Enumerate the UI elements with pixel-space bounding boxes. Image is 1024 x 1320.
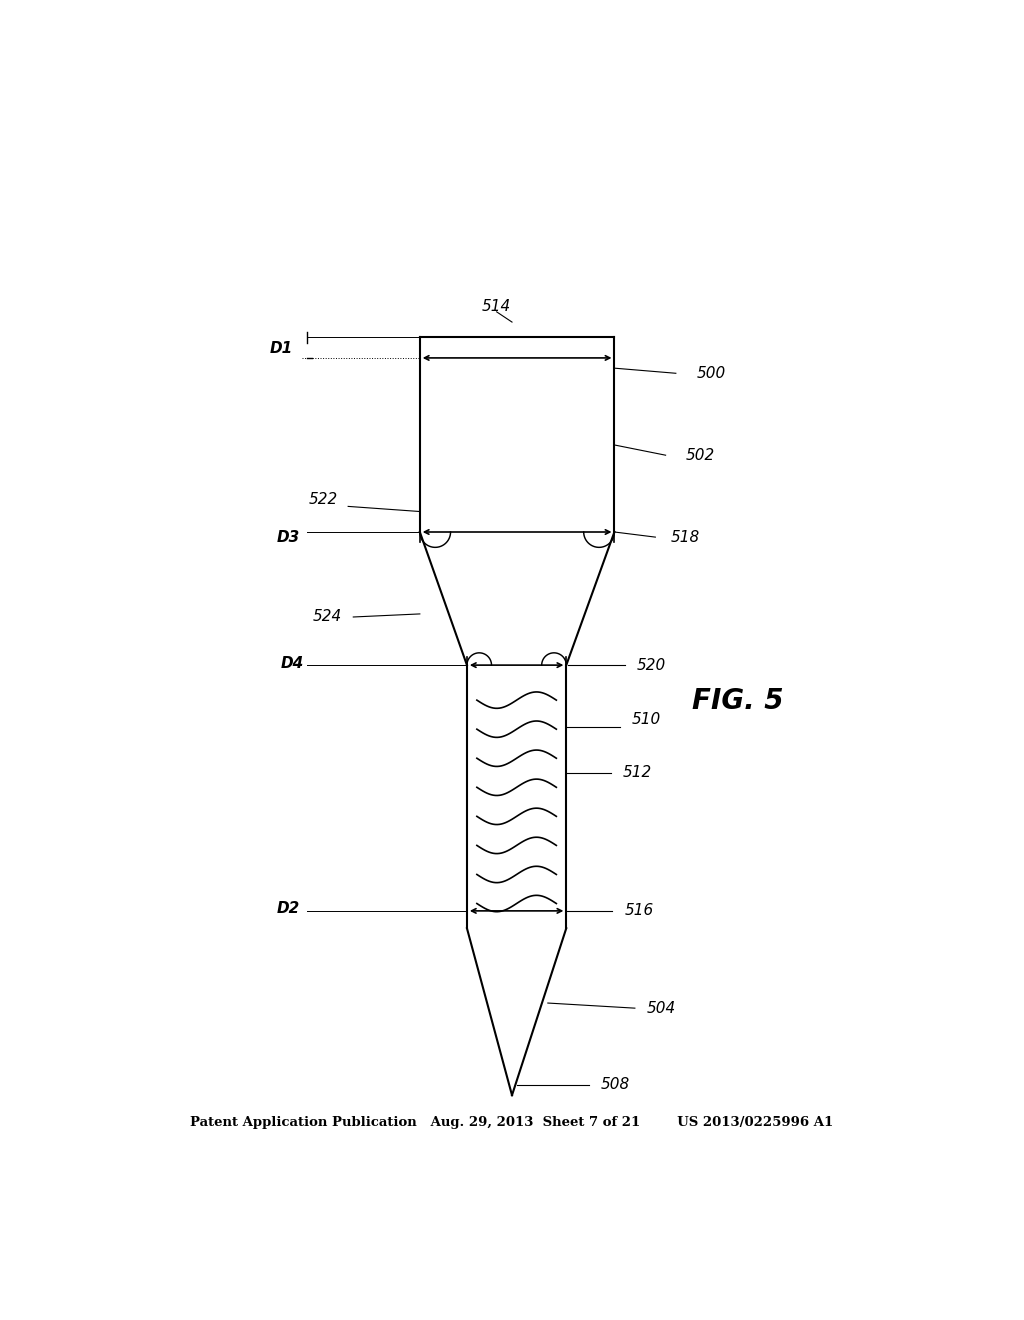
Text: 500: 500 [696, 366, 726, 380]
Text: Patent Application Publication   Aug. 29, 2013  Sheet 7 of 21        US 2013/022: Patent Application Publication Aug. 29, … [190, 1117, 834, 1130]
Text: 512: 512 [623, 766, 652, 780]
Text: 510: 510 [632, 711, 662, 727]
Text: D3: D3 [278, 529, 300, 545]
Text: 516: 516 [625, 903, 654, 919]
Text: D1: D1 [270, 341, 293, 356]
Text: 520: 520 [637, 657, 667, 673]
Text: D4: D4 [281, 656, 303, 671]
Text: 504: 504 [647, 1001, 677, 1015]
Text: 514: 514 [482, 300, 511, 314]
Text: D2: D2 [278, 902, 300, 916]
Text: FIG. 5: FIG. 5 [691, 686, 783, 715]
Text: 524: 524 [312, 610, 342, 624]
Text: 502: 502 [686, 447, 716, 463]
Text: 518: 518 [671, 529, 700, 545]
Text: 508: 508 [601, 1077, 631, 1093]
Text: 522: 522 [308, 492, 338, 507]
